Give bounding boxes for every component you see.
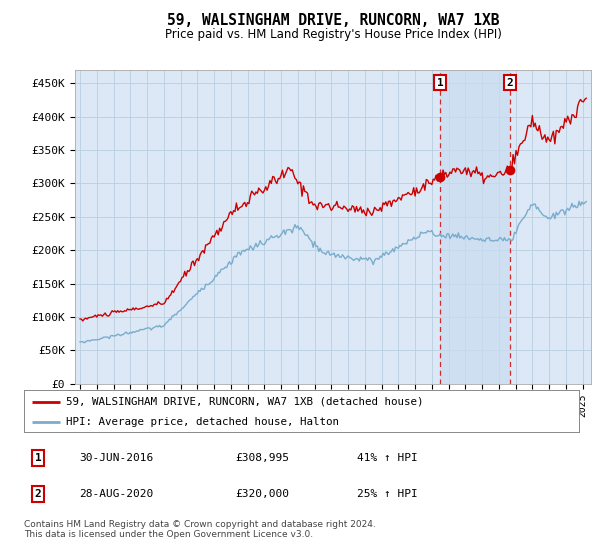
Text: Contains HM Land Registry data © Crown copyright and database right 2024.
This d: Contains HM Land Registry data © Crown c…	[24, 520, 376, 539]
Text: £308,995: £308,995	[235, 453, 289, 463]
Text: 25% ↑ HPI: 25% ↑ HPI	[357, 489, 418, 500]
Text: 59, WALSINGHAM DRIVE, RUNCORN, WA7 1XB (detached house): 59, WALSINGHAM DRIVE, RUNCORN, WA7 1XB (…	[65, 396, 423, 407]
Text: 30-JUN-2016: 30-JUN-2016	[79, 453, 154, 463]
Text: HPI: Average price, detached house, Halton: HPI: Average price, detached house, Halt…	[65, 417, 338, 427]
Text: Price paid vs. HM Land Registry's House Price Index (HPI): Price paid vs. HM Land Registry's House …	[164, 28, 502, 41]
Text: 1: 1	[437, 77, 443, 87]
Text: 59, WALSINGHAM DRIVE, RUNCORN, WA7 1XB: 59, WALSINGHAM DRIVE, RUNCORN, WA7 1XB	[167, 13, 499, 27]
Text: £320,000: £320,000	[235, 489, 289, 500]
Bar	[440, 70, 510, 384]
Text: 41% ↑ HPI: 41% ↑ HPI	[357, 453, 418, 463]
Text: 28-AUG-2020: 28-AUG-2020	[79, 489, 154, 500]
Text: 1: 1	[35, 453, 41, 463]
Text: 2: 2	[507, 77, 514, 87]
Text: 2: 2	[35, 489, 41, 500]
